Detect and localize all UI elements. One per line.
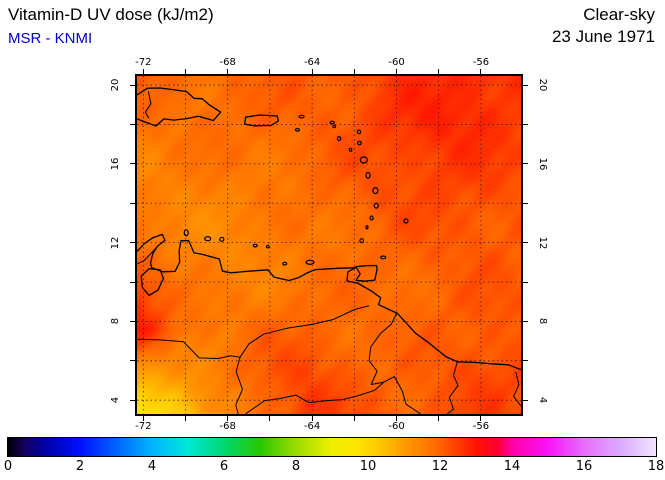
chart-date: 23 June 1971 (551, 27, 655, 46)
lon-tick-label-bottom: -60 (388, 421, 405, 432)
axis-tick-left (130, 320, 135, 322)
colorbar-tick-label: 0 (3, 459, 13, 474)
axis-tick-right (523, 320, 528, 322)
axis-tick-left (130, 202, 135, 204)
axis-tick-left (130, 242, 135, 244)
lat-tick-label-left: 8 (110, 318, 121, 325)
axis-tick-top (438, 69, 440, 74)
axis-tick-right (523, 360, 528, 362)
lat-tick-label-right: 12 (537, 236, 548, 249)
axis-tick-right (523, 281, 528, 283)
colorbar-tick-label: 10 (359, 459, 377, 474)
chart-title: Vitamin-D UV dose (kJ/m2) (8, 5, 214, 24)
axis-tick-top (269, 69, 271, 74)
axis-tick-left (130, 84, 135, 86)
lat-tick-label-right: 16 (537, 157, 548, 171)
axis-tick-left (130, 281, 135, 283)
lon-tick-label-bottom: -56 (472, 421, 490, 432)
colorbar-tick-label: 14 (503, 459, 521, 474)
chart-source: MSR - KNMI (8, 30, 93, 47)
lon-tick-label-bottom: -68 (219, 421, 236, 432)
lat-tick-label-left: 16 (110, 157, 121, 171)
axis-tick-top (227, 69, 229, 74)
colorbar-tick-label: 4 (147, 459, 157, 474)
colorbar-tick-label: 6 (219, 459, 229, 474)
axis-tick-bottom (311, 416, 313, 421)
axis-tick-left (130, 123, 135, 125)
colorbar-tick-label: 18 (647, 459, 665, 474)
axis-tick-bottom (269, 416, 271, 421)
lon-tick-label-top: -60 (388, 57, 405, 68)
colorbar-tick-label: 16 (575, 459, 593, 474)
colorbar-frame (7, 437, 657, 457)
lat-tick-label-left: 20 (110, 78, 121, 92)
axis-tick-bottom (438, 416, 440, 421)
lat-tick-label-right: 4 (537, 397, 548, 404)
lat-tick-label-right: 8 (537, 318, 548, 325)
lon-tick-label-bottom: -64 (303, 421, 321, 432)
axis-tick-top (396, 69, 398, 74)
colorbar-tick-label: 12 (431, 459, 449, 474)
lon-tick-label-bottom: -72 (135, 421, 152, 432)
lon-tick-label-top: -56 (472, 57, 490, 68)
lon-tick-label-top: -64 (303, 57, 321, 68)
axis-tick-top (480, 69, 482, 74)
axis-tick-right (523, 123, 528, 125)
axis-tick-left (130, 163, 135, 165)
lat-tick-label-left: 4 (110, 397, 121, 404)
lon-tick-label-top: -68 (219, 57, 236, 68)
axis-tick-right (523, 84, 528, 86)
colorbar-canvas (8, 438, 656, 456)
colorbar-tick-label: 2 (75, 459, 85, 474)
axis-tick-left (130, 399, 135, 401)
lat-tick-label-left: 12 (110, 236, 121, 249)
axis-tick-left (130, 360, 135, 362)
axis-tick-top (353, 69, 355, 74)
map-frame (135, 74, 523, 416)
axis-tick-top (311, 69, 313, 74)
lat-tick-label-right: 20 (537, 78, 548, 92)
axis-tick-bottom (185, 416, 187, 421)
sky-condition: Clear-sky (583, 5, 655, 24)
axis-tick-bottom (396, 416, 398, 421)
axis-tick-bottom (142, 416, 144, 421)
axis-tick-bottom (353, 416, 355, 421)
axis-tick-right (523, 242, 528, 244)
axis-tick-right (523, 163, 528, 165)
axis-tick-right (523, 399, 528, 401)
axis-tick-bottom (227, 416, 229, 421)
axis-tick-bottom (480, 416, 482, 421)
lon-tick-label-top: -72 (135, 57, 152, 68)
colorbar-tick-label: 8 (291, 459, 301, 474)
axis-tick-right (523, 202, 528, 204)
axis-tick-top (185, 69, 187, 74)
axis-tick-top (142, 69, 144, 74)
